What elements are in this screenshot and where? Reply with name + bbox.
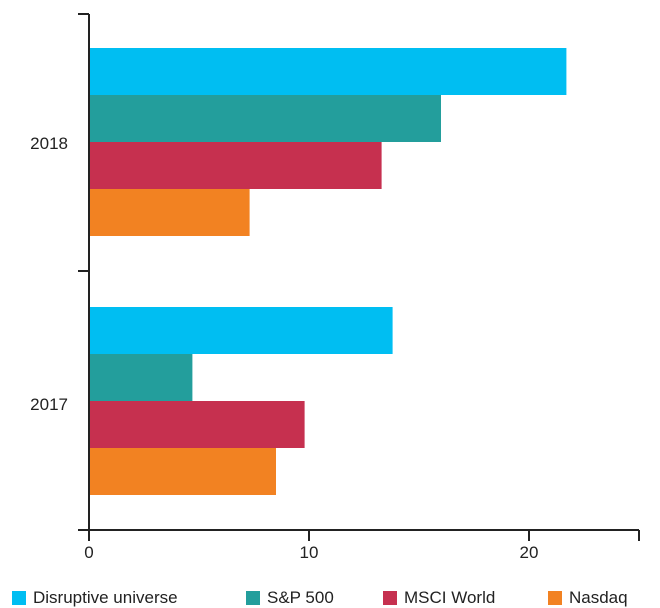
legend-item-msci-world: MSCI World <box>383 588 495 608</box>
legend: Disruptive universe S&P 500 MSCI World N… <box>0 588 660 608</box>
bar-2017-s-p-500 <box>89 354 193 401</box>
y-axis-ticks <box>78 13 89 272</box>
legend-swatch-disruptive-universe <box>12 591 26 605</box>
legend-swatch-nasdaq <box>548 591 562 605</box>
bar-chart: 2018 2017 0 10 20 <box>30 13 640 562</box>
bar-2018-s-p-500 <box>89 95 441 142</box>
legend-label-disruptive-universe: Disruptive universe <box>33 588 178 607</box>
legend-label-msci-world: MSCI World <box>404 588 496 607</box>
bar-2017-msci-world <box>89 401 305 448</box>
x-tick-label-0: 0 <box>84 543 93 562</box>
legend-swatch-sp500 <box>246 591 260 605</box>
category-label-2017: 2017 <box>30 395 68 414</box>
legend-item-nasdaq: Nasdaq <box>548 588 628 608</box>
legend-label-nasdaq: Nasdaq <box>569 588 628 607</box>
category-label-2018: 2018 <box>30 134 68 153</box>
bar-2018-nasdaq <box>89 189 250 236</box>
bar-2017-nasdaq <box>89 448 276 495</box>
bar-2017-disruptive-universe <box>89 307 393 354</box>
bar-2018-disruptive-universe <box>89 48 567 95</box>
x-axis-ticks <box>88 530 640 541</box>
legend-label-sp500: S&P 500 <box>267 588 334 607</box>
bar-2018-msci-world <box>89 142 382 189</box>
legend-item-sp500: S&P 500 <box>246 588 334 608</box>
x-tick-label-20: 20 <box>520 543 539 562</box>
legend-swatch-msci-world <box>383 591 397 605</box>
bars-group <box>89 48 567 495</box>
x-tick-label-10: 10 <box>300 543 319 562</box>
legend-item-disruptive-universe: Disruptive universe <box>12 588 178 608</box>
